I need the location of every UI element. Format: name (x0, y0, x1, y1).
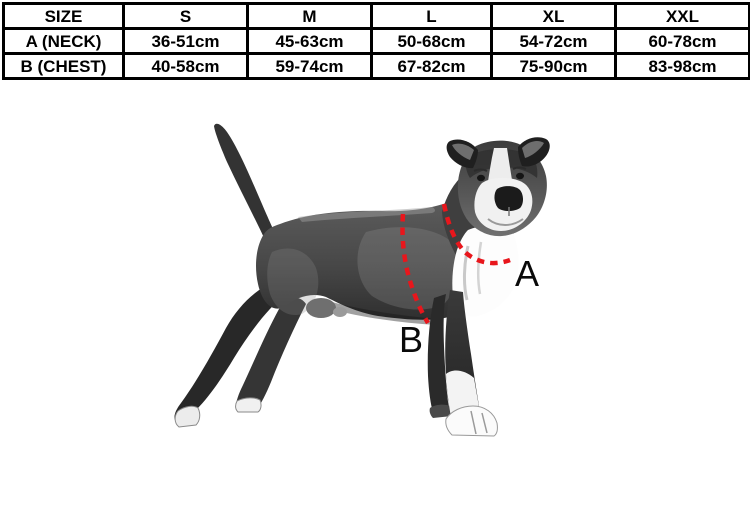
dog-belly-shadow (330, 302, 438, 325)
dog-back-highlight (298, 207, 435, 222)
dog-rear-paw-near (235, 397, 262, 413)
chest-value-m: 59-74cm (246, 52, 373, 80)
dog-belly-detail (306, 298, 336, 318)
dog-thigh-highlight (267, 248, 319, 316)
dog-front-leg-far (427, 294, 450, 416)
neck-value-xxl: 60-78cm (614, 27, 750, 55)
neck-value-m: 45-63cm (246, 27, 373, 55)
dog-front-paw-near (445, 405, 498, 437)
dog-rear-paw-far (174, 405, 201, 428)
neck-value-s: 36-51cm (122, 27, 249, 55)
dog-rear-leg-near (235, 297, 306, 410)
header-cell-size: SIZE (2, 2, 125, 30)
dog-nose (494, 186, 523, 211)
size-chart-row-chest: B (CHEST) 40-58cm 59-74cm 67-82cm 75-90c… (2, 52, 750, 80)
dog-body-group (174, 123, 550, 437)
neck-measure-label: A (515, 253, 540, 294)
dog-ear-right-inner (522, 140, 544, 158)
dog-chest-shading-2 (476, 241, 483, 295)
dog-eye-right (516, 172, 524, 180)
dog-brow-left (473, 168, 488, 172)
chest-value-xxl: 83-98cm (614, 52, 750, 80)
row-label-chest: B (CHEST) (2, 52, 125, 80)
header-cell-xxl: XXL (614, 2, 750, 30)
dog-blaze-white (487, 148, 513, 188)
dog-belly-detail-2 (333, 307, 347, 317)
neck-measure-line (441, 203, 511, 266)
header-cell-xl: XL (490, 2, 617, 30)
dog-rear-leg-far (174, 285, 286, 423)
dog-eye-left (477, 174, 485, 182)
measurement-lines (400, 203, 511, 325)
size-chart-table: SIZE S M L XL XXL A (NECK) 36-51cm 45-63… (2, 2, 750, 80)
dog-front-paw-far (429, 404, 452, 418)
dog-front-paw-toes (470, 410, 488, 435)
header-cell-m: M (246, 2, 373, 30)
chest-measure-label: B (399, 319, 424, 360)
header-cell-s: S (122, 2, 249, 30)
neck-value-xl: 54-72cm (490, 27, 617, 55)
dog-chest-shading-1 (463, 245, 470, 301)
size-chart-header-row: SIZE S M L XL XXL (2, 2, 750, 30)
chest-value-s: 40-58cm (122, 52, 249, 80)
dog-brow-right (512, 166, 527, 170)
dog-tail (214, 123, 277, 243)
chest-value-xl: 75-90cm (490, 52, 617, 80)
chest-value-l: 67-82cm (370, 52, 493, 80)
dog-torso (256, 201, 472, 320)
header-cell-l: L (370, 2, 493, 30)
dog-ear-left-inner (452, 143, 474, 160)
dog-mouth-line (487, 218, 524, 226)
size-chart-row-neck: A (NECK) 36-51cm 45-63cm 50-68cm 54-72cm… (2, 27, 750, 55)
neck-value-l: 50-68cm (370, 27, 493, 55)
row-label-neck: A (NECK) (2, 27, 125, 55)
